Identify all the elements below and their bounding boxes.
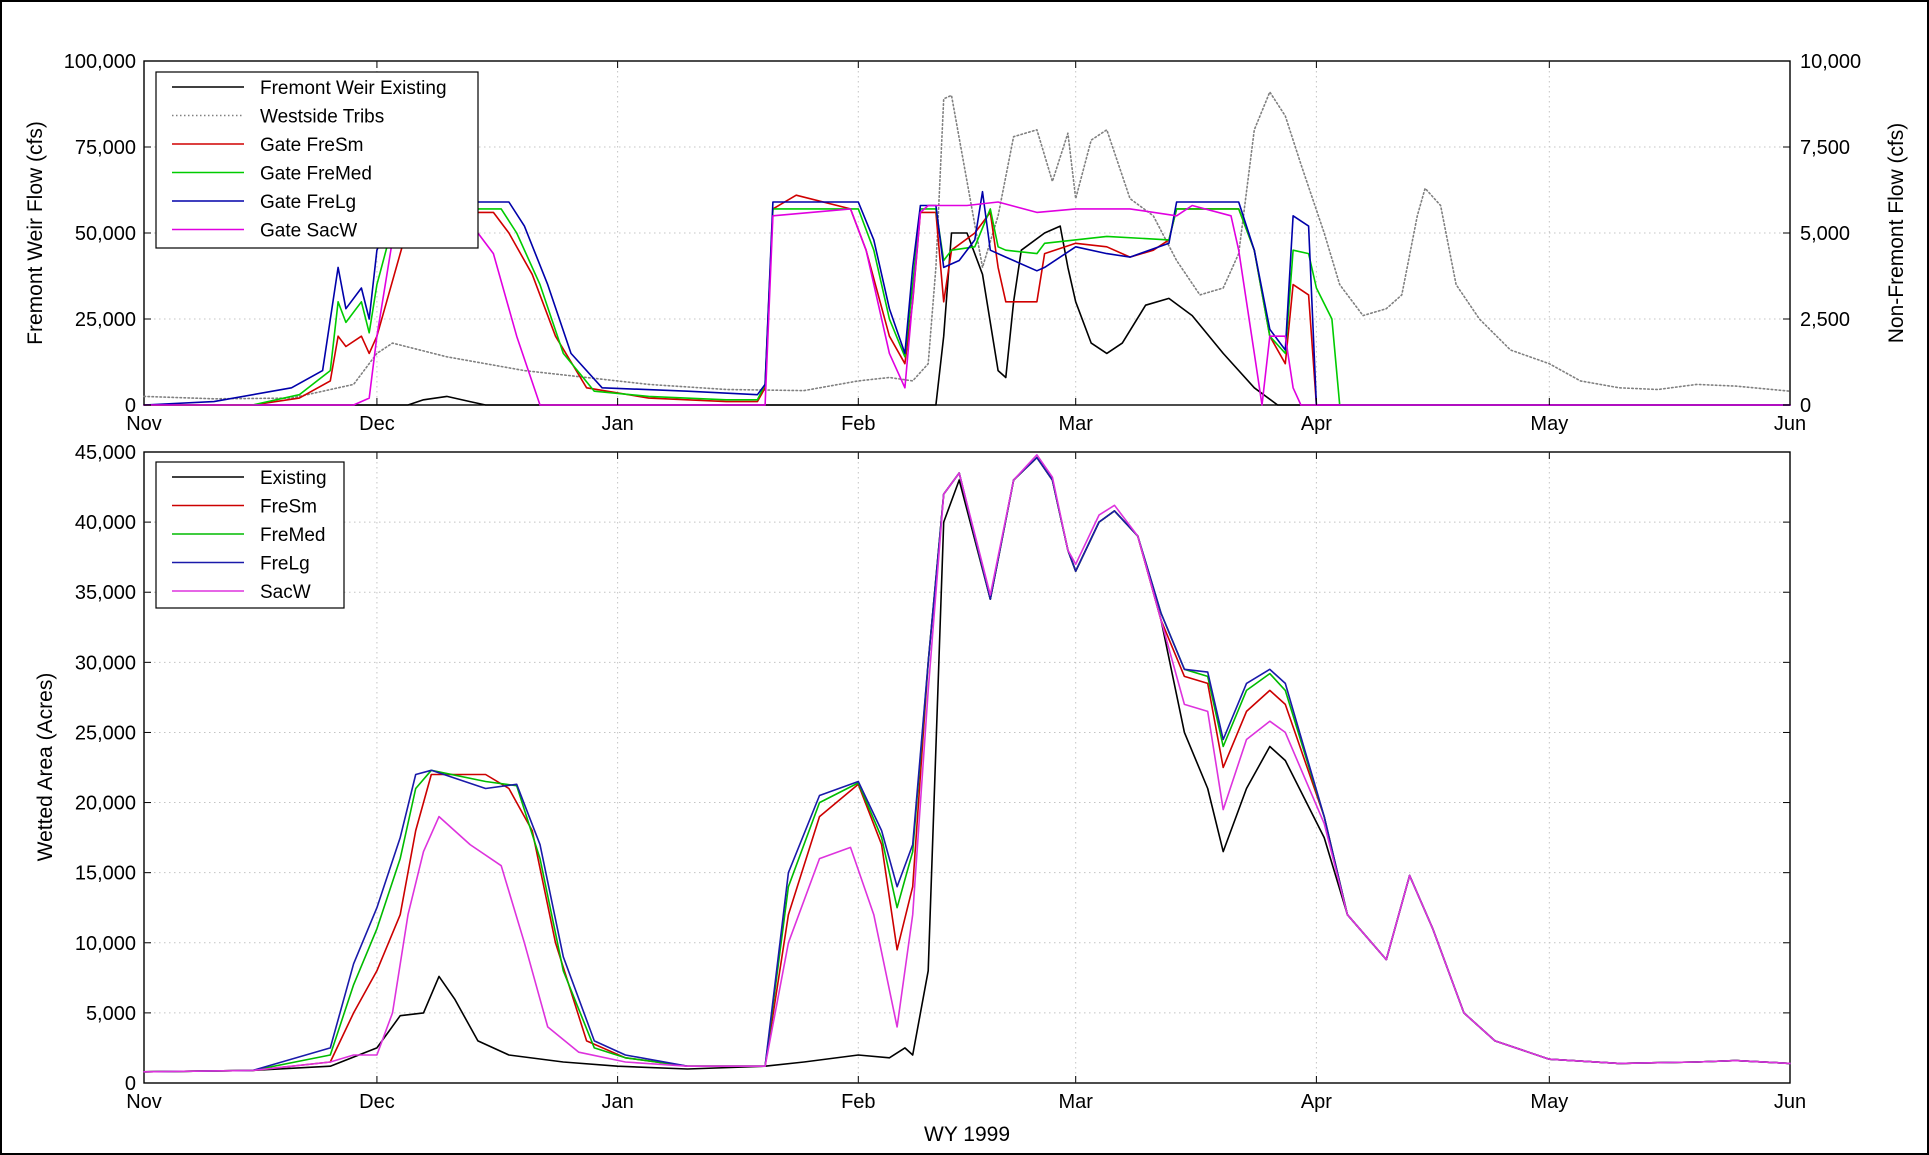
bottom-x-tick-label: Feb	[841, 1091, 875, 1113]
bottom-legend-label: FreLg	[260, 554, 310, 575]
bottom-x-tick-label: May	[1530, 1091, 1568, 1113]
bottom-series-sacw	[143, 453, 1791, 1073]
bottom-legend-label: SacW	[260, 582, 311, 603]
top-x-tick-label: Apr	[1301, 413, 1332, 435]
bottom-y-tick-label: 40,000	[75, 512, 136, 534]
top-legend-label: Gate SacW	[260, 221, 357, 242]
top-y-axis-label: Fremont Weir Flow (cfs)	[24, 121, 47, 345]
top-y2-axis-label: Non-Fremont Flow (cfs)	[1885, 123, 1908, 344]
top-series-westside-tribs	[143, 91, 1791, 400]
bottom-x-tick-label: Mar	[1058, 1091, 1093, 1113]
top-legend-box	[155, 71, 479, 249]
bottom-plot-area	[143, 451, 1791, 1084]
bottom-y-tick-label: 25,000	[75, 722, 136, 744]
top-x-tick-label: Jan	[601, 413, 633, 435]
top-legend-label: Gate FreLg	[260, 192, 356, 213]
top-x-tick-label: Feb	[841, 413, 875, 435]
bottom-legend-entries: Existing FreSm FreMed FreLg SacW	[172, 468, 327, 603]
bottom-x-tick-label: Dec	[359, 1091, 395, 1113]
top-x-tick-label: Nov	[126, 413, 162, 435]
top-y-tick-label: 25,000	[75, 309, 136, 331]
bottom-legend-label: FreSm	[260, 497, 317, 518]
top-legend-label: Westside Tribs	[260, 107, 384, 128]
top-x-tick-label: May	[1530, 413, 1568, 435]
bottom-gridlines	[144, 452, 1790, 1083]
top-ticks	[143, 60, 1791, 406]
top-series-gate-frelg	[143, 190, 1791, 406]
top-legend-label: Fremont Weir Existing	[260, 78, 447, 99]
bottom-y-tick-label: 5,000	[86, 1003, 136, 1025]
bottom-y-tick-label: 20,000	[75, 793, 136, 815]
bottom-y-tick-label: 10,000	[75, 933, 136, 955]
top-legend-label: Gate FreSm	[260, 135, 363, 156]
bottom-y-tick-label: 45,000	[75, 442, 136, 464]
top-panel: Nov Dec Jan Feb Mar Apr May Jun 0 25,000 50,000 75…	[24, 51, 1908, 435]
bottom-x-tick-label: Apr	[1301, 1091, 1332, 1113]
bottom-y-tick-label: 30,000	[75, 652, 136, 674]
top-y-tick-label: 100,000	[64, 51, 136, 73]
top-x-tick-label: Dec	[359, 413, 395, 435]
bottom-y-tick-label: 35,000	[75, 582, 136, 604]
bottom-series-lines	[143, 453, 1791, 1073]
top-legend-entries: Fremont Weir Existing Westside Tribs Gate …	[172, 78, 447, 242]
bottom-legend-box	[155, 461, 345, 609]
top-y2-tick-label: 10,000	[1800, 51, 1861, 73]
bottom-x-tick-labels: Nov Dec Jan Feb Mar Apr May Jun	[126, 1091, 1806, 1113]
bottom-panel: Nov Dec Jan Feb Mar Apr May Jun 0 5,000 10,000 15,…	[34, 442, 1806, 1146]
bottom-legend-label: Existing	[260, 468, 327, 489]
top-legend-label: Gate FreMed	[260, 164, 372, 185]
top-y-tick-label: 75,000	[75, 137, 136, 159]
top-series-fremont-weir-existing	[143, 225, 1791, 406]
bottom-y-tick-label: 15,000	[75, 863, 136, 885]
top-x-tick-label: Jun	[1774, 413, 1806, 435]
bottom-x-axis-label: WY 1999	[924, 1123, 1010, 1146]
top-y2-tick-label: 7,500	[1800, 137, 1850, 159]
top-y2-tick-label: 2,500	[1800, 309, 1850, 331]
top-y2-tick-labels: 0 2,500 5,000 7,500 10,000	[1800, 51, 1861, 417]
top-y-tick-label: 50,000	[75, 223, 136, 245]
top-legend: Fremont Weir Existing Westside Tribs Gate …	[155, 71, 479, 249]
bottom-y-tick-label: 0	[125, 1073, 136, 1095]
bottom-legend: Existing FreSm FreMed FreLg SacW	[155, 461, 345, 609]
bottom-y-tick-labels: 0 5,000 10,000 15,000 20,000 25,000 30,000 35,0…	[75, 442, 136, 1095]
top-x-tick-label: Mar	[1058, 413, 1093, 435]
top-y2-tick-label: 0	[1800, 395, 1811, 417]
top-x-tick-labels: Nov Dec Jan Feb Mar Apr May Jun	[126, 413, 1806, 435]
top-y2-tick-label: 5,000	[1800, 223, 1850, 245]
top-y-tick-label: 0	[125, 395, 136, 417]
bottom-x-tick-label: Jun	[1774, 1091, 1806, 1113]
bottom-x-tick-label: Nov	[126, 1091, 162, 1113]
bottom-ticks	[143, 451, 1791, 1084]
top-y-tick-labels: 0 25,000 50,000 75,000 100,000	[64, 51, 136, 417]
bottom-legend-label: FreMed	[260, 525, 325, 546]
bottom-x-tick-label: Jan	[601, 1091, 633, 1113]
bottom-y-axis-label: Wetted Area (Acres)	[34, 673, 57, 862]
